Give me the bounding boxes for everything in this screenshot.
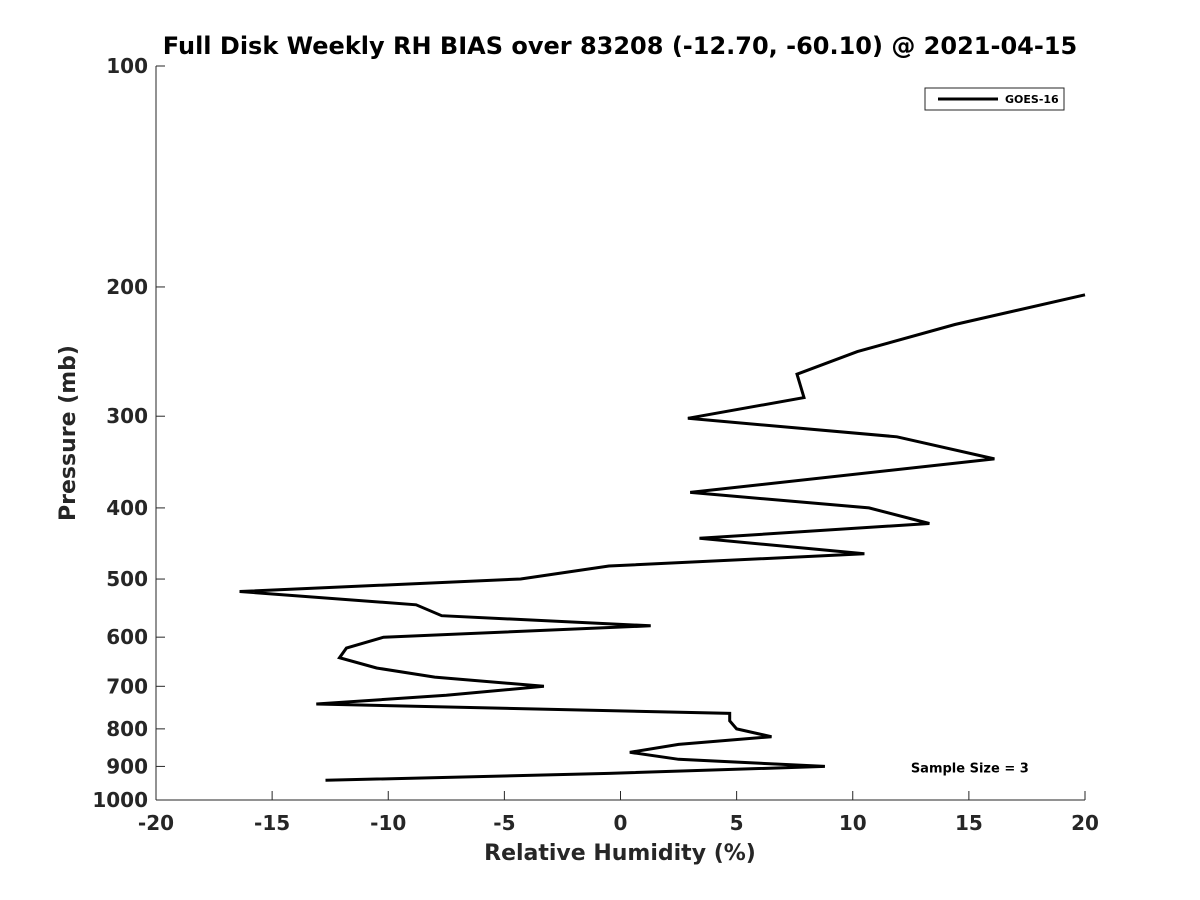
y-tick-label: 1000 [92, 788, 148, 812]
x-tick-label: -15 [254, 811, 290, 835]
y-tick-label: 700 [106, 674, 148, 698]
legend-label: GOES-16 [1005, 93, 1059, 106]
x-tick-label: 20 [1071, 811, 1099, 835]
y-tick-label: 600 [106, 625, 148, 649]
y-axis-label: Pressure (mb) [56, 345, 81, 521]
x-tick-label: -10 [370, 811, 406, 835]
plot-area: -20 -15 -10 -5 0 5 10 15 20 100 200 300 400 500 600 700… [92, 54, 1099, 835]
chart-title: Full Disk Weekly RH BIAS over 83208 (-12… [163, 32, 1077, 60]
y-tick-label: 400 [106, 496, 148, 520]
x-tick-label: 10 [839, 811, 867, 835]
x-tick-label: 0 [614, 811, 628, 835]
y-tick-label: 800 [106, 717, 148, 741]
y-tick-label: 100 [106, 54, 148, 78]
x-tick-label: -5 [493, 811, 515, 835]
y-tick-label: 300 [106, 404, 148, 428]
x-axis-label: Relative Humidity (%) [484, 841, 756, 866]
x-tick-label: 15 [955, 811, 983, 835]
y-tick-label: 200 [106, 275, 148, 299]
x-tick-label: -20 [138, 811, 174, 835]
x-tick-label: 5 [730, 811, 744, 835]
sample-size-annotation: Sample Size = 3 [911, 761, 1029, 776]
y-tick-label: 500 [106, 567, 148, 591]
y-tick-label: 900 [106, 754, 148, 778]
series-line-goes-16 [239, 293, 1086, 782]
